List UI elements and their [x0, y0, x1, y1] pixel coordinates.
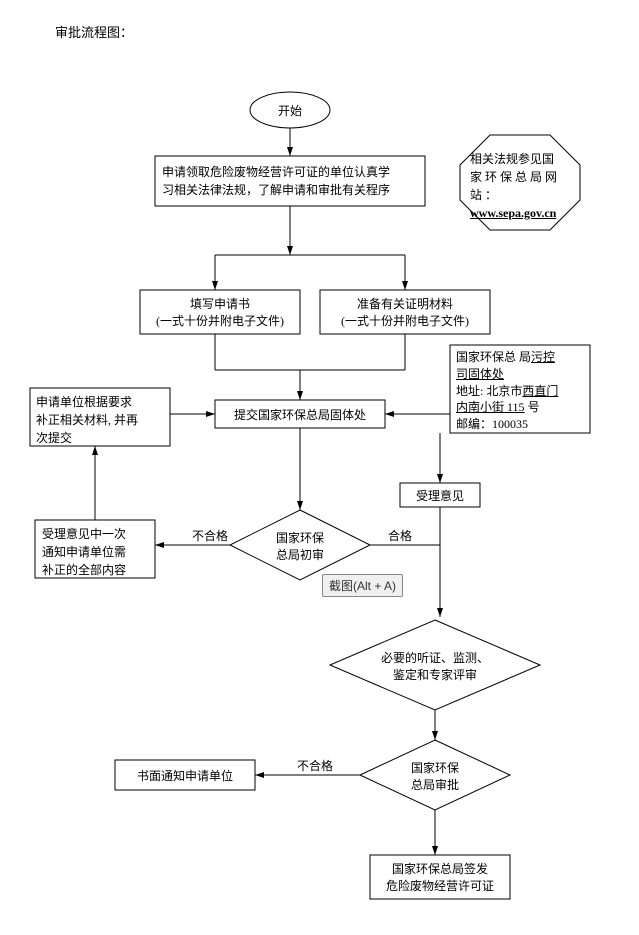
ff-l2: (一式十份并附电子文件)	[156, 314, 284, 328]
fr-l1: 国家环保	[411, 761, 459, 775]
initial-review-text: 国家环保 总局初审	[265, 530, 335, 564]
addr-l1b: 污控	[531, 350, 555, 364]
hr-l1: 必要的听证、监测、	[381, 651, 489, 665]
address-text: 国家环保总 局污控 司固体处 地址: 北京市西直门 内南小街 115 号 邮编：…	[456, 349, 586, 433]
edge-label-pass1: 合格	[380, 528, 420, 545]
ca-l3: 补正的全部内容	[42, 563, 126, 577]
is-l1: 国家环保总局签发	[392, 862, 488, 876]
ir-l2: 总局初审	[276, 548, 324, 562]
study-line1: 申请领取危险废物经营许可证的单位认真学	[162, 165, 390, 179]
oct-l1: 相关法规参见国	[470, 152, 554, 166]
fillform-text: 填写申请书 (一式十份并附电子文件)	[145, 296, 295, 330]
screenshot-tooltip: 截图(Alt + A)	[322, 574, 403, 597]
rs-l1: 申请单位根据要求	[36, 395, 132, 409]
study-line2: 习相关法律法规，了解申请和审批有关程序	[162, 183, 390, 197]
notify-text: 书面通知申请单位	[120, 768, 250, 785]
oct-l2: 家 环 保 总 局 网	[470, 170, 557, 184]
oct-link[interactable]: www.sepa.gov.cn	[470, 206, 556, 220]
addr-l3b: 西直门	[522, 384, 558, 398]
start-label: 开始	[270, 103, 310, 120]
edge-label-fail1: 不合格	[185, 528, 235, 545]
preparedocs-text: 准备有关证明材料 (一式十份并附电子文件)	[325, 296, 485, 330]
rs-l2: 补正相关材料, 并再	[36, 413, 138, 427]
ir-l1: 国家环保	[276, 531, 324, 545]
rs-l3: 次提交	[36, 431, 72, 445]
ca-l2: 通知申请单位需	[42, 545, 126, 559]
octagon-text: 相关法规参见国 家 环 保 总 局 网 站 ： www.sepa.gov.cn	[470, 150, 570, 222]
accept-opinion-text: 受理意见	[405, 488, 475, 505]
addr-l3a: 地址: 北京市	[456, 384, 522, 398]
pd-l2: (一式十份并附电子文件)	[341, 314, 469, 328]
edge-label-fail2: 不合格	[290, 758, 340, 775]
pd-l1: 准备有关证明材料	[357, 297, 453, 311]
addr-l5: 邮编：100035	[456, 417, 528, 431]
addr-l1: 国家环保总 局	[456, 350, 531, 364]
final-review-text: 国家环保 总局审批	[400, 760, 470, 794]
addr-l2: 司固体处	[456, 367, 504, 381]
correctall-text: 受理意见中一次 通知申请单位需 补正的全部内容	[42, 525, 152, 579]
hr-l2: 鉴定和专家评审	[393, 668, 477, 682]
issue-text: 国家环保总局签发 危险废物经营许可证	[375, 861, 505, 895]
oct-l3: 站 ：	[470, 188, 497, 202]
submit-text: 提交国家环保总局固体处	[220, 407, 380, 424]
flowchart-canvas	[0, 0, 639, 935]
is-l2: 危险废物经营许可证	[386, 879, 494, 893]
ca-l1: 受理意见中一次	[42, 527, 126, 541]
study-text: 申请领取危险废物经营许可证的单位认真学 习相关法律法规，了解申请和审批有关程序	[162, 163, 420, 199]
page-title: 审批流程图：	[55, 22, 133, 41]
resubmit-text: 申请单位根据要求 补正相关材料, 并再 次提交	[36, 393, 166, 447]
addr-l4a: 内南小街 115	[456, 400, 525, 414]
fr-l2: 总局审批	[411, 778, 459, 792]
ff-l1: 填写申请书	[190, 297, 250, 311]
addr-l4b: 号	[525, 400, 540, 414]
hearing-text: 必要的听证、监测、 鉴定和专家评审	[370, 650, 500, 684]
